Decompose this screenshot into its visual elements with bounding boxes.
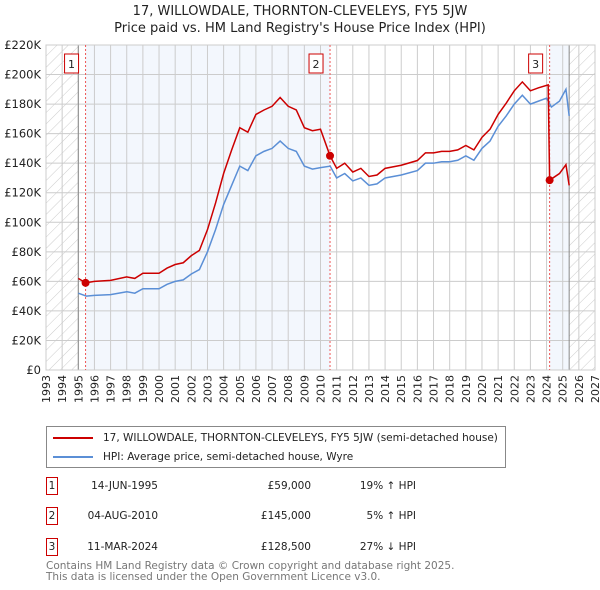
x-tick-label: 1996 bbox=[88, 375, 101, 403]
sale-point bbox=[326, 151, 335, 160]
x-tick-label: 2013 bbox=[363, 375, 376, 403]
legend-swatch-red bbox=[53, 437, 93, 439]
x-tick-label: 2022 bbox=[508, 375, 521, 403]
x-tick-label: 2014 bbox=[379, 375, 392, 403]
x-tick-label: 2005 bbox=[234, 375, 247, 403]
sale-marker-box bbox=[528, 53, 544, 74]
x-tick-label: 1995 bbox=[72, 375, 85, 403]
x-tick-label: 1993 bbox=[40, 375, 53, 403]
y-tick-label: £0 bbox=[26, 363, 41, 377]
x-tick-label: 2010 bbox=[315, 375, 328, 403]
hatch-after-data bbox=[569, 45, 595, 370]
x-tick-label: 2008 bbox=[282, 375, 295, 403]
chart-subtitle: Price paid vs. HM Land Registry's House … bbox=[114, 21, 486, 36]
x-tick-label: 1998 bbox=[121, 375, 134, 403]
x-tick-label: 2021 bbox=[492, 375, 505, 403]
sale-marker-label: 2 bbox=[46, 507, 58, 525]
hpi-line bbox=[78, 86, 570, 297]
legend: 17, WILLOWDALE, THORNTON-CLEVELEYS, FY5 … bbox=[46, 426, 506, 468]
x-tick-label: 2004 bbox=[218, 375, 231, 403]
legend-item-hpi: HPI: Average price, semi-detached house,… bbox=[53, 451, 353, 463]
y-tick-label: £80K bbox=[12, 245, 42, 259]
footer-licence: This data is licensed under the Open Gov… bbox=[46, 571, 381, 583]
x-tick-label: 2012 bbox=[347, 375, 360, 403]
x-tick-label: 2018 bbox=[444, 375, 457, 403]
x-tick-label: 1999 bbox=[137, 375, 150, 403]
sale-marker-box bbox=[308, 53, 324, 74]
legend-label: HPI: Average price, semi-detached house,… bbox=[103, 451, 354, 463]
sale-marker-label: 3 bbox=[532, 58, 539, 71]
legend-item-property: 17, WILLOWDALE, THORNTON-CLEVELEYS, FY5 … bbox=[53, 432, 498, 444]
price-chart: 1993 1994 1995 1996 1997 1998 1999 2000 2001 2002… bbox=[4, 38, 600, 403]
x-tick-label: 2007 bbox=[266, 375, 279, 403]
sale-price: £145,000 bbox=[260, 510, 311, 522]
x-tick-label: 2000 bbox=[153, 375, 166, 403]
legend-swatch-blue bbox=[53, 456, 93, 458]
x-tick-label: 2002 bbox=[185, 375, 198, 403]
legend-label: 17, WILLOWDALE, THORNTON-CLEVELEYS, FY5 … bbox=[103, 432, 498, 444]
sale-hpi-diff: 27% ↓ HPI bbox=[359, 541, 416, 553]
x-tick-label: 2017 bbox=[428, 375, 441, 403]
x-tick-label: 2020 bbox=[476, 375, 489, 403]
x-tick-label: 2003 bbox=[201, 375, 214, 403]
y-tick-label: £220K bbox=[4, 38, 41, 52]
x-tick-label: 2015 bbox=[395, 375, 408, 403]
sale-marker-label: 1 bbox=[46, 477, 58, 495]
sale-date: 04-AUG-2010 bbox=[87, 510, 158, 522]
y-tick-label: £180K bbox=[4, 97, 41, 111]
sale-hpi-diff: 5% ↑ HPI bbox=[366, 510, 416, 522]
x-tick-label: 2025 bbox=[557, 375, 570, 403]
x-tick-label: 1997 bbox=[105, 375, 118, 403]
chart-title: 17, WILLOWDALE, THORNTON-CLEVELEYS, FY5 … bbox=[132, 4, 468, 19]
x-tick-label: 2023 bbox=[524, 375, 537, 403]
x-tick-label: 2009 bbox=[298, 375, 311, 403]
sale-date: 11-MAR-2024 bbox=[87, 541, 158, 553]
y-tick-label: £120K bbox=[4, 186, 41, 200]
sale-marker-label: 2 bbox=[313, 58, 320, 71]
y-tick-label: £200K bbox=[4, 68, 41, 82]
footer-copyright: Contains HM Land Registry data © Crown c… bbox=[46, 560, 455, 572]
plot-border bbox=[45, 44, 596, 371]
sale-marker-label: 3 bbox=[46, 538, 58, 556]
x-tick-label: 2016 bbox=[411, 375, 424, 403]
y-tick-label: £20K bbox=[12, 333, 42, 347]
x-tick-label: 2001 bbox=[169, 375, 182, 403]
x-tick-label: 1994 bbox=[56, 375, 69, 403]
x-tick-label: 2024 bbox=[541, 375, 554, 403]
sale-date: 14-JUN-1995 bbox=[91, 480, 158, 492]
x-tick-label: 2006 bbox=[250, 375, 263, 403]
y-tick-label: £40K bbox=[12, 304, 42, 318]
y-tick-label: £60K bbox=[12, 274, 42, 288]
sale-marker-box bbox=[64, 53, 80, 74]
price-paid-line bbox=[77, 80, 570, 284]
sale-price: £59,000 bbox=[267, 480, 311, 492]
sale-point bbox=[545, 176, 554, 185]
sale-price: £128,500 bbox=[260, 541, 311, 553]
x-tick-label: 2026 bbox=[573, 375, 586, 403]
sale-hpi-diff: 19% ↑ HPI bbox=[359, 480, 416, 492]
y-tick-label: £140K bbox=[4, 156, 41, 170]
y-tick-label: £160K bbox=[4, 127, 41, 141]
x-tick-label: 2019 bbox=[460, 375, 473, 403]
y-tick-label: £100K bbox=[4, 215, 41, 229]
shade-period-3 bbox=[549, 45, 570, 370]
x-tick-label: 2011 bbox=[331, 375, 344, 403]
sale-marker-label: 1 bbox=[68, 58, 75, 71]
sale-point bbox=[81, 278, 90, 287]
x-tick-label: 2027 bbox=[589, 375, 600, 403]
